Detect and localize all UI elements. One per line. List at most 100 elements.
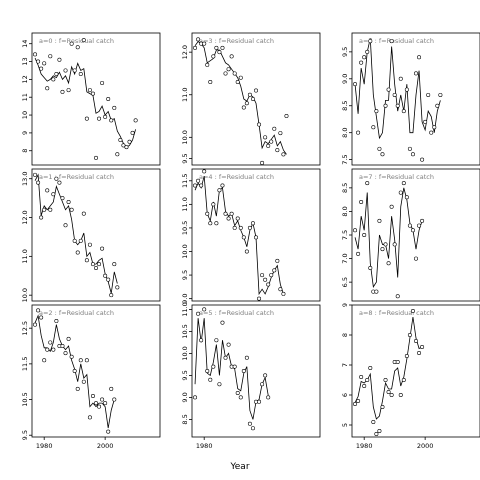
data-point: [223, 211, 228, 216]
data-point: [66, 200, 71, 205]
data-point: [407, 332, 412, 337]
data-point: [229, 211, 234, 216]
y-tick-label: 9.5: [21, 430, 29, 440]
data-point: [386, 389, 391, 394]
data-point: [374, 289, 379, 294]
data-point: [398, 190, 403, 195]
data-point: [278, 287, 283, 292]
data-point: [383, 377, 388, 382]
data-point: [417, 55, 422, 60]
fitted-line: [354, 316, 423, 420]
y-tick-label: 9: [21, 131, 29, 135]
data-point: [90, 91, 95, 96]
data-point: [94, 401, 99, 406]
y-tick-label: 7.0: [341, 253, 349, 263]
data-point: [75, 250, 80, 255]
data-point: [214, 338, 219, 343]
data-point: [54, 319, 59, 324]
data-point: [45, 86, 50, 91]
data-point: [257, 399, 262, 404]
data-point: [235, 390, 240, 395]
data-point: [389, 39, 394, 44]
data-point: [112, 262, 117, 267]
data-point: [51, 77, 56, 82]
data-point: [57, 180, 62, 185]
data-point: [106, 277, 111, 282]
data-point: [362, 383, 367, 388]
data-point: [432, 125, 437, 130]
data-point: [410, 228, 415, 233]
data-point: [39, 315, 44, 320]
data-point: [417, 350, 422, 355]
data-point: [365, 49, 370, 54]
y-tick-label: 8.0: [341, 128, 349, 138]
data-point: [54, 72, 59, 77]
data-point: [220, 45, 225, 50]
data-point: [365, 181, 370, 186]
data-point: [383, 103, 388, 108]
data-point: [97, 262, 102, 267]
data-point: [377, 428, 382, 433]
data-point: [244, 101, 249, 106]
x-axis-label: Year: [229, 462, 249, 472]
data-point: [220, 320, 225, 325]
data-point: [263, 373, 268, 378]
panel-frame: [351, 168, 480, 302]
data-point: [257, 296, 262, 301]
data-point: [63, 351, 68, 356]
data-point: [36, 308, 41, 313]
data-point: [205, 368, 210, 373]
data-point: [63, 68, 68, 73]
y-tick-label: 10.0: [21, 288, 29, 302]
data-point: [211, 364, 216, 369]
data-point: [36, 180, 41, 185]
data-point: [426, 92, 431, 97]
panel-6: a=7 : f=Residual catch 6.5 7.0 7.5 8.0 8.5: [341, 168, 480, 302]
data-point: [275, 148, 280, 153]
data-point: [81, 211, 86, 216]
y-tick-label: 9.0: [341, 74, 349, 84]
data-point: [401, 109, 406, 114]
data-point: [404, 353, 409, 358]
data-point: [266, 143, 271, 148]
data-point: [269, 139, 274, 144]
data-point: [75, 386, 80, 391]
data-point: [87, 415, 92, 420]
data-point: [72, 368, 77, 373]
data-point: [84, 258, 89, 263]
data-point: [356, 398, 361, 403]
data-point: [33, 172, 38, 177]
panel-label: a=7 : f=Residual catch: [359, 173, 434, 181]
data-point: [244, 249, 249, 254]
data-point: [54, 176, 59, 181]
y-tick-label: 10.0: [181, 346, 189, 360]
data-point: [281, 291, 286, 296]
data-point: [359, 374, 364, 379]
y-tick-label: 8.5: [181, 414, 189, 424]
data-point: [94, 155, 99, 160]
y-tick-label: 14: [21, 40, 29, 48]
y-tick-label: 5: [341, 423, 349, 427]
data-point: [272, 268, 277, 273]
panel-2: a=3 : f=Residual catch 9.5 10.0 11.0 12.0: [181, 32, 321, 166]
panel-label: a=2 : f=Residual catch: [39, 309, 114, 317]
data-point: [193, 183, 198, 188]
fitted-line: [354, 38, 441, 140]
data-point: [263, 277, 268, 282]
data-point: [232, 225, 237, 230]
data-point: [389, 392, 394, 397]
data-point: [269, 273, 274, 278]
panel-label: a=5 : f=Residual catch: [199, 309, 274, 317]
data-point: [112, 105, 117, 110]
data-point: [374, 109, 379, 114]
data-point: [380, 152, 385, 157]
fitted-line: [34, 57, 137, 148]
data-point: [392, 92, 397, 97]
data-point: [202, 307, 207, 312]
data-point: [217, 50, 222, 55]
x-tick-label: 2000: [97, 442, 114, 450]
data-point: [413, 256, 418, 261]
data-point: [42, 61, 47, 66]
data-point: [214, 45, 219, 50]
data-point: [84, 116, 89, 121]
